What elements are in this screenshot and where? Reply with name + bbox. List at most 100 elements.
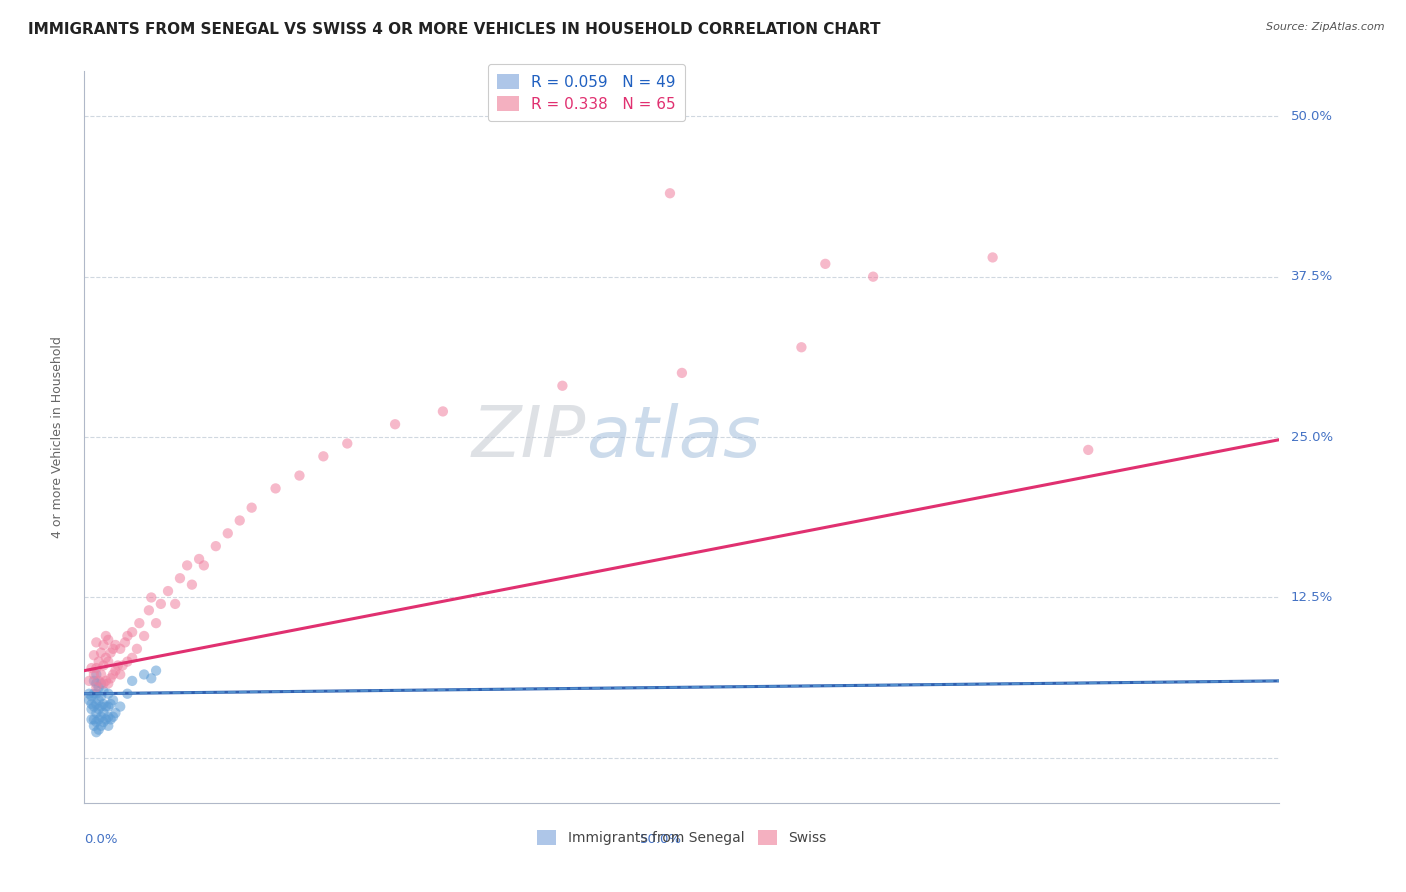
Point bbox=[176, 558, 198, 573]
Text: 37.5%: 37.5% bbox=[1291, 270, 1333, 283]
Point bbox=[121, 625, 143, 640]
Point bbox=[790, 340, 813, 354]
Point bbox=[93, 714, 115, 729]
Point bbox=[80, 690, 103, 704]
Point bbox=[1077, 442, 1099, 457]
Point bbox=[97, 687, 120, 701]
Point bbox=[101, 693, 124, 707]
Point bbox=[87, 702, 110, 716]
Point bbox=[83, 673, 105, 688]
Text: IMMIGRANTS FROM SENEGAL VS SWISS 4 OR MORE VEHICLES IN HOUSEHOLD CORRELATION CHA: IMMIGRANTS FROM SENEGAL VS SWISS 4 OR MO… bbox=[28, 22, 880, 37]
Point bbox=[80, 702, 103, 716]
Point bbox=[384, 417, 406, 432]
Point bbox=[132, 667, 156, 681]
Point bbox=[312, 450, 335, 464]
Point bbox=[551, 378, 574, 392]
Point bbox=[86, 667, 108, 681]
Point bbox=[114, 635, 136, 649]
Point bbox=[93, 676, 115, 690]
Point bbox=[77, 673, 100, 688]
Point bbox=[77, 693, 100, 707]
Text: 50.0%: 50.0% bbox=[1291, 110, 1333, 123]
Point bbox=[77, 687, 100, 701]
Point bbox=[107, 658, 129, 673]
Point bbox=[104, 706, 127, 720]
Point bbox=[110, 699, 132, 714]
Point bbox=[97, 655, 120, 669]
Point bbox=[100, 646, 122, 660]
Point bbox=[86, 635, 108, 649]
Point bbox=[86, 676, 108, 690]
Point bbox=[110, 641, 132, 656]
Point bbox=[288, 468, 311, 483]
Point bbox=[83, 667, 105, 681]
Point bbox=[90, 667, 112, 681]
Point bbox=[83, 712, 105, 726]
Text: 25.0%: 25.0% bbox=[1291, 431, 1333, 443]
Point bbox=[659, 186, 682, 201]
Point bbox=[86, 706, 108, 720]
Point bbox=[86, 681, 108, 695]
Point bbox=[86, 725, 108, 739]
Point bbox=[94, 629, 117, 643]
Point bbox=[87, 681, 110, 695]
Point bbox=[181, 577, 204, 591]
Point bbox=[101, 710, 124, 724]
Text: Source: ZipAtlas.com: Source: ZipAtlas.com bbox=[1267, 22, 1385, 32]
Point bbox=[87, 723, 110, 737]
Point bbox=[86, 714, 108, 729]
Point bbox=[94, 673, 117, 688]
Point bbox=[104, 638, 127, 652]
Point bbox=[121, 650, 143, 665]
Point bbox=[336, 436, 359, 450]
Point bbox=[93, 658, 115, 673]
Point bbox=[90, 719, 112, 733]
Point bbox=[87, 712, 110, 726]
Point bbox=[101, 667, 124, 681]
Point bbox=[165, 597, 187, 611]
Point bbox=[93, 706, 115, 720]
Point bbox=[87, 693, 110, 707]
Text: ZIP: ZIP bbox=[472, 402, 586, 472]
Point bbox=[80, 697, 103, 711]
Point bbox=[125, 641, 148, 656]
Point bbox=[169, 571, 191, 585]
Point bbox=[83, 648, 105, 663]
Point bbox=[97, 676, 120, 690]
Point bbox=[862, 269, 884, 284]
Point bbox=[229, 514, 252, 528]
Point bbox=[100, 712, 122, 726]
Point bbox=[217, 526, 239, 541]
Point bbox=[117, 629, 139, 643]
Point bbox=[145, 616, 167, 631]
Point bbox=[193, 558, 215, 573]
Point bbox=[86, 697, 108, 711]
Point bbox=[97, 719, 120, 733]
Point bbox=[110, 667, 132, 681]
Point bbox=[83, 719, 105, 733]
Point bbox=[145, 664, 167, 678]
Point bbox=[981, 251, 1004, 265]
Point bbox=[90, 676, 112, 690]
Point bbox=[240, 500, 263, 515]
Point bbox=[138, 603, 160, 617]
Point bbox=[117, 655, 139, 669]
Point bbox=[93, 684, 115, 698]
Point bbox=[90, 646, 112, 660]
Point bbox=[432, 404, 454, 418]
Point bbox=[111, 658, 134, 673]
Point bbox=[117, 687, 139, 701]
Point bbox=[101, 641, 124, 656]
Point bbox=[104, 664, 127, 678]
Y-axis label: 4 or more Vehicles in Household: 4 or more Vehicles in Household bbox=[51, 336, 63, 538]
Point bbox=[94, 650, 117, 665]
Point bbox=[83, 687, 105, 701]
Point bbox=[141, 671, 163, 685]
Point bbox=[86, 661, 108, 675]
Point bbox=[100, 697, 122, 711]
Point bbox=[86, 687, 108, 701]
Point bbox=[90, 690, 112, 704]
Legend: Immigrants from Senegal, Swiss: Immigrants from Senegal, Swiss bbox=[531, 825, 832, 851]
Point bbox=[80, 712, 103, 726]
Point bbox=[94, 712, 117, 726]
